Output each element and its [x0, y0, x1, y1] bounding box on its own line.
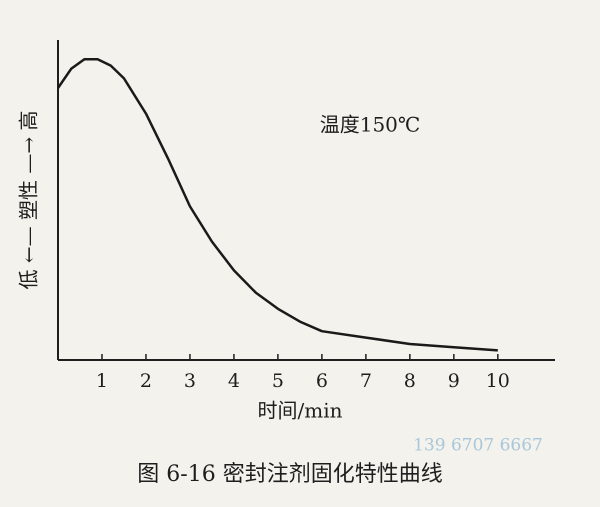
caption: 图 6-16 密封注剂固化特性曲线 [137, 462, 442, 487]
watermark: 139 6707 6667 [413, 436, 543, 456]
y-axis-label: 低 ←— 塑性 —→ 高 [17, 111, 41, 290]
x-tick-label: 3 [184, 370, 196, 392]
x-tick-label: 1 [96, 370, 108, 392]
x-tick-label: 7 [360, 370, 372, 392]
x-axis-label: 时间/min [258, 399, 343, 423]
annotation: 温度150℃ [320, 113, 421, 137]
x-tick-label: 6 [316, 370, 328, 392]
x-tick-label: 10 [486, 370, 510, 392]
x-tick-label: 4 [228, 370, 240, 392]
x-tick-label: 5 [272, 370, 284, 392]
x-tick-label: 9 [448, 370, 460, 392]
x-tick-label: 8 [404, 370, 416, 392]
curve [56, 57, 498, 352]
x-tick-label: 2 [140, 370, 152, 392]
